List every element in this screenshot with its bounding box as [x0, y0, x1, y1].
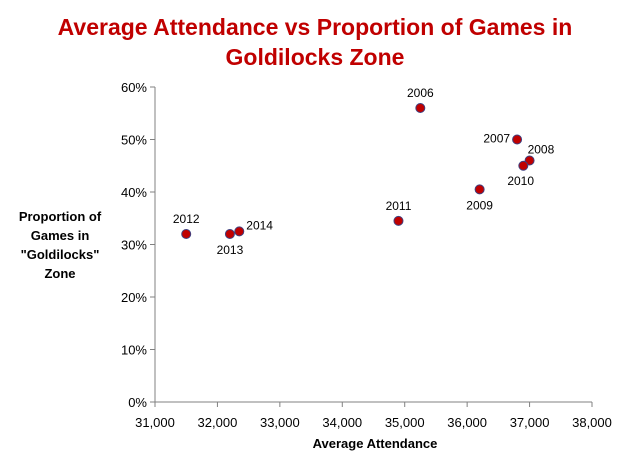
data-point	[512, 134, 523, 145]
data-label: 2012	[173, 212, 200, 226]
chart-title-line-2: Goldilocks Zone	[225, 44, 405, 70]
data-point	[415, 103, 426, 113]
data-point	[393, 215, 404, 226]
y-axis-label: Proportion of Games in "Goldilocks" Zone	[8, 207, 112, 283]
x-tick-label: 35,000	[385, 415, 425, 430]
y-axis-label-line: Zone	[44, 266, 76, 281]
x-tick-label: 32,000	[198, 415, 238, 430]
x-tick-label: 34,000	[322, 415, 362, 430]
data-point	[181, 229, 192, 239]
y-tick-label: 40%	[121, 185, 147, 200]
y-axis-label-line: Proportion of	[18, 209, 102, 224]
data-point	[224, 229, 235, 239]
x-tick-label: 38,000	[572, 415, 612, 430]
x-tick-label: 37,000	[510, 415, 550, 430]
data-label: 2013	[217, 243, 244, 257]
data-label: 2011	[386, 199, 412, 213]
data-point	[234, 226, 245, 237]
data-point	[474, 184, 485, 195]
y-tick-label: 10%	[121, 343, 147, 358]
data-label: 2006	[407, 86, 434, 100]
data-label: 2010	[507, 174, 534, 188]
x-tick-label: 31,000	[135, 415, 175, 430]
data-label: 2014	[246, 218, 273, 232]
y-tick-label: 30%	[121, 238, 147, 253]
y-axis-label-line: Games in	[30, 228, 90, 243]
x-axis-label: Average Attendance	[312, 436, 438, 451]
y-tick-label: 60%	[121, 80, 147, 95]
data-label: 2008	[528, 143, 555, 157]
chart-title-line-1: Average Attendance vs Proportion of Game…	[57, 14, 573, 40]
x-tick-label: 36,000	[447, 415, 487, 430]
y-tick-label: 20%	[121, 290, 147, 305]
data-label: 2009	[466, 198, 493, 212]
y-tick-label: 50%	[121, 133, 147, 148]
y-axis-label-line: "Goldilocks"	[20, 247, 100, 262]
x-tick-label: 33,000	[260, 415, 300, 430]
y-tick-label: 0%	[128, 395, 147, 410]
data-point	[518, 160, 529, 171]
data-label: 2007	[483, 132, 510, 146]
